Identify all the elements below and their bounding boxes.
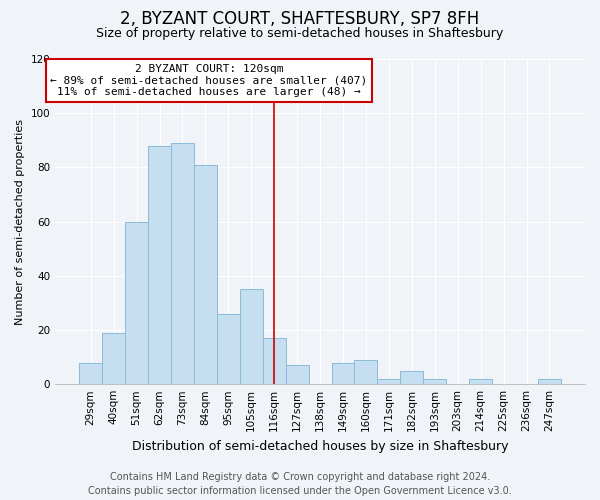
Text: Size of property relative to semi-detached houses in Shaftesbury: Size of property relative to semi-detach… — [97, 28, 503, 40]
Bar — [102, 332, 125, 384]
Bar — [332, 362, 355, 384]
Bar — [538, 379, 561, 384]
Bar — [148, 146, 171, 384]
Bar — [240, 290, 263, 384]
Bar — [125, 222, 148, 384]
Y-axis label: Number of semi-detached properties: Number of semi-detached properties — [15, 118, 25, 324]
Text: 2, BYZANT COURT, SHAFTESBURY, SP7 8FH: 2, BYZANT COURT, SHAFTESBURY, SP7 8FH — [121, 10, 479, 28]
Bar — [469, 379, 492, 384]
Bar — [423, 379, 446, 384]
Bar — [194, 164, 217, 384]
Text: Contains HM Land Registry data © Crown copyright and database right 2024.
Contai: Contains HM Land Registry data © Crown c… — [88, 472, 512, 496]
X-axis label: Distribution of semi-detached houses by size in Shaftesbury: Distribution of semi-detached houses by … — [132, 440, 508, 452]
Bar — [355, 360, 377, 384]
Bar — [79, 362, 102, 384]
Bar — [286, 365, 308, 384]
Text: 2 BYZANT COURT: 120sqm
← 89% of semi-detached houses are smaller (407)
11% of se: 2 BYZANT COURT: 120sqm ← 89% of semi-det… — [50, 64, 367, 97]
Bar — [171, 143, 194, 384]
Bar — [263, 338, 286, 384]
Bar — [377, 379, 400, 384]
Bar — [400, 370, 423, 384]
Bar — [217, 314, 240, 384]
